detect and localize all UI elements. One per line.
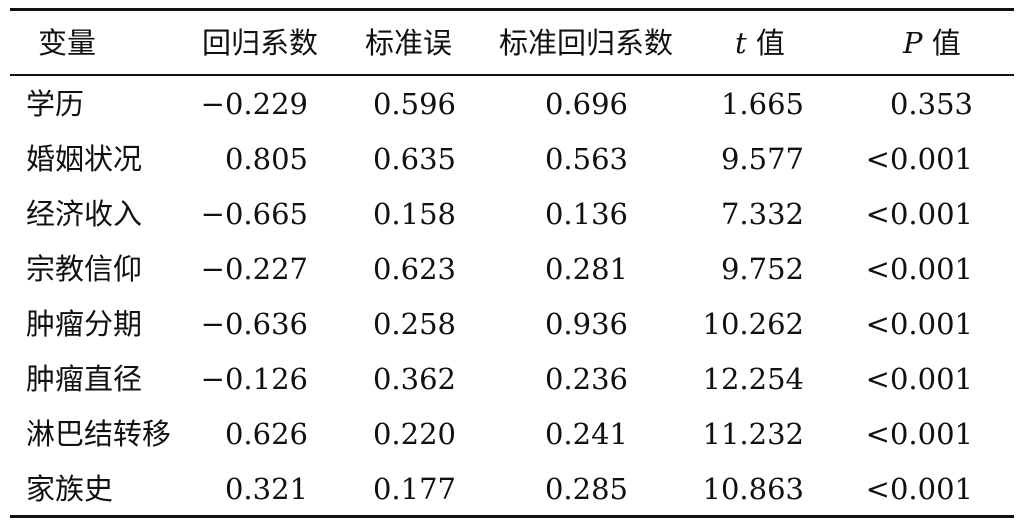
table-row: 学历 −0.229 0.596 0.696 1.665 0.353: [10, 82, 1014, 126]
cell-p: <0.001: [865, 307, 973, 341]
cell-se: 0.158: [372, 197, 456, 231]
cell-coef: −0.126: [200, 362, 308, 396]
table-row: 宗教信仰 −0.227 0.623 0.281 9.752 <0.001: [10, 247, 1014, 291]
header-p-suffix: 值: [922, 26, 961, 60]
cell-t: 7.332: [720, 197, 804, 231]
cell-se: 0.177: [372, 472, 456, 506]
table-row: 婚姻状况 0.805 0.635 0.563 9.577 <0.001: [10, 137, 1014, 181]
cell-variable: 肿瘤直径: [26, 362, 143, 396]
cell-std-coef: 0.281: [544, 252, 628, 286]
cell-p: <0.001: [865, 252, 973, 286]
cell-variable: 淋巴结转移: [26, 417, 172, 451]
cell-coef: −0.227: [200, 252, 308, 286]
cell-coef: 0.805: [224, 142, 308, 176]
cell-se: 0.596: [372, 87, 456, 121]
cell-t: 1.665: [720, 87, 804, 121]
cell-coef: 0.626: [224, 417, 308, 451]
cell-coef: −0.636: [200, 307, 308, 341]
table-top-rule: [10, 8, 1014, 11]
cell-variable: 婚姻状况: [26, 142, 143, 176]
cell-se: 0.623: [372, 252, 456, 286]
cell-p: <0.001: [865, 197, 973, 231]
cell-coef: −0.229: [200, 87, 308, 121]
header-t-letter: t: [735, 26, 747, 60]
cell-std-coef: 0.936: [544, 307, 628, 341]
table-header-rule: [10, 74, 1014, 76]
header-se: 标准误: [365, 26, 453, 60]
cell-p: <0.001: [865, 472, 973, 506]
cell-se: 0.220: [372, 417, 456, 451]
cell-coef: 0.321: [224, 472, 308, 506]
header-t-value: t 值: [735, 21, 785, 65]
header-std-coef: 标准回归系数: [499, 26, 674, 60]
cell-t: 10.262: [702, 307, 804, 341]
table-header-row: 变量 回归系数 标准误 标准回归系数 t 值 P 值: [10, 21, 1014, 65]
header-p-value: P 值: [903, 21, 961, 65]
cell-variable: 家族史: [26, 472, 114, 506]
table-row: 家族史 0.321 0.177 0.285 10.863 <0.001: [10, 467, 1014, 511]
table-row: 经济收入 −0.665 0.158 0.136 7.332 <0.001: [10, 192, 1014, 236]
cell-t: 9.752: [720, 252, 804, 286]
cell-std-coef: 0.285: [544, 472, 628, 506]
header-variable: 变量: [38, 26, 97, 60]
cell-p: <0.001: [865, 142, 973, 176]
table-row: 淋巴结转移 0.626 0.220 0.241 11.232 <0.001: [10, 412, 1014, 456]
table-bottom-rule: [10, 515, 1014, 518]
cell-t: 9.577: [720, 142, 804, 176]
cell-variable: 宗教信仰: [26, 252, 143, 286]
header-t-suffix: 值: [746, 26, 785, 60]
cell-std-coef: 0.696: [544, 87, 628, 121]
header-p-letter: P: [903, 26, 923, 60]
cell-std-coef: 0.563: [544, 142, 628, 176]
cell-t: 12.254: [702, 362, 804, 396]
cell-se: 0.258: [372, 307, 456, 341]
cell-t: 11.232: [702, 417, 804, 451]
cell-std-coef: 0.136: [544, 197, 628, 231]
cell-variable: 学历: [26, 87, 85, 121]
cell-std-coef: 0.236: [544, 362, 628, 396]
cell-p: <0.001: [865, 362, 973, 396]
cell-std-coef: 0.241: [544, 417, 628, 451]
cell-se: 0.362: [372, 362, 456, 396]
header-coef: 回归系数: [202, 26, 319, 60]
table-row: 肿瘤分期 −0.636 0.258 0.936 10.262 <0.001: [10, 302, 1014, 346]
cell-variable: 肿瘤分期: [26, 307, 143, 341]
cell-p: 0.353: [889, 87, 973, 121]
cell-se: 0.635: [372, 142, 456, 176]
table-row: 肿瘤直径 −0.126 0.362 0.236 12.254 <0.001: [10, 357, 1014, 401]
cell-p: <0.001: [865, 417, 973, 451]
cell-coef: −0.665: [200, 197, 308, 231]
cell-t: 10.863: [702, 472, 804, 506]
cell-variable: 经济收入: [26, 197, 143, 231]
